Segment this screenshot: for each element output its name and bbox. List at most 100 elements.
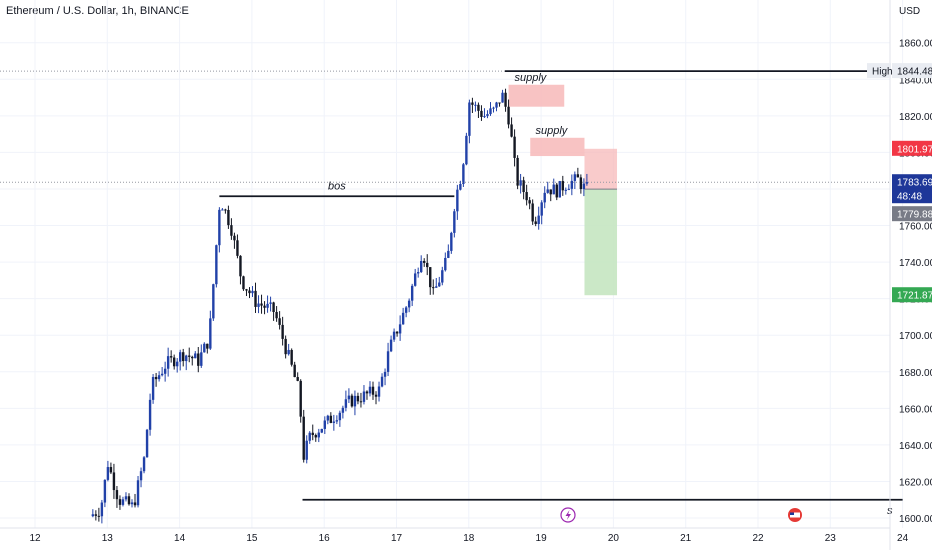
time-axis: 12 13 14 15 16 17 18 19 20 21 22 23 24 bbox=[0, 527, 909, 544]
candle-body bbox=[528, 200, 531, 204]
candle-body bbox=[203, 343, 206, 353]
candle-body bbox=[124, 496, 128, 500]
candle-body bbox=[558, 181, 561, 198]
chart-title: Ethereum / U.S. Dollar, 1h, BINANCE bbox=[6, 5, 189, 17]
candle-body bbox=[136, 480, 140, 506]
candle-body bbox=[564, 189, 568, 191]
candle-body bbox=[215, 245, 218, 285]
candle-body bbox=[407, 300, 411, 308]
price-tick-label: 1740.00 bbox=[899, 258, 932, 269]
candle-body bbox=[501, 92, 504, 103]
candle-body bbox=[401, 312, 405, 325]
price-tick-label: 1680.00 bbox=[899, 368, 932, 379]
last-price-tag: 1783.69 bbox=[897, 178, 932, 189]
candle-body bbox=[344, 399, 348, 408]
candle-body bbox=[420, 260, 423, 273]
candle-body bbox=[224, 209, 227, 211]
last-price-tag-bg bbox=[892, 174, 932, 190]
stop-loss-zone[interactable] bbox=[584, 148, 618, 190]
candle-body bbox=[109, 467, 113, 473]
candle-body bbox=[206, 343, 209, 349]
candle-body bbox=[266, 303, 269, 308]
candle-body bbox=[513, 136, 516, 158]
candle-body bbox=[197, 353, 200, 366]
time-tick-label: 15 bbox=[246, 533, 258, 544]
candle-body bbox=[172, 357, 176, 367]
candle-body bbox=[260, 303, 263, 306]
price-tick-label: 1860.00 bbox=[899, 39, 932, 50]
candle-body bbox=[432, 287, 435, 289]
supply-zone[interactable] bbox=[508, 84, 565, 107]
candle-body bbox=[359, 401, 363, 403]
candle-body bbox=[97, 515, 101, 517]
candle-body bbox=[465, 135, 468, 165]
price-tick-label: 1700.00 bbox=[899, 331, 932, 342]
candle-body bbox=[477, 104, 480, 111]
candle-body bbox=[115, 490, 119, 500]
countdown-price-tag-bg bbox=[892, 188, 932, 204]
price-tick-label: 1820.00 bbox=[899, 112, 932, 123]
candle-body bbox=[245, 289, 248, 291]
high-price-tag: 1844.48 bbox=[897, 67, 932, 78]
candle-body bbox=[103, 479, 107, 503]
candle-body bbox=[127, 496, 131, 505]
candle-body bbox=[483, 116, 486, 118]
candle-body bbox=[423, 260, 426, 263]
candle-body bbox=[338, 412, 342, 421]
drawing-lines bbox=[0, 70, 903, 501]
candle-body bbox=[567, 188, 571, 190]
candle-body bbox=[546, 189, 549, 193]
candle-body bbox=[410, 285, 414, 301]
candle-body bbox=[474, 104, 477, 106]
flag-stripes bbox=[790, 512, 800, 518]
candle-body bbox=[486, 114, 489, 117]
candle-body bbox=[371, 386, 375, 395]
candle-body bbox=[504, 92, 507, 107]
candle-body bbox=[148, 399, 152, 430]
candle-body bbox=[320, 428, 323, 433]
candle-body bbox=[492, 107, 495, 109]
candle-body bbox=[389, 339, 393, 352]
candle-body bbox=[395, 331, 399, 334]
candle-body bbox=[200, 352, 203, 366]
lightning-icon-glyph bbox=[565, 510, 571, 520]
high-label-bg bbox=[867, 63, 891, 79]
candle-body bbox=[100, 502, 104, 517]
candle-body bbox=[368, 386, 372, 394]
candle-body bbox=[145, 429, 149, 458]
time-tick-label: 18 bbox=[463, 533, 475, 544]
candle-body bbox=[314, 435, 317, 438]
price-tick-label: 1640.00 bbox=[899, 441, 932, 452]
candle-body bbox=[416, 272, 420, 274]
candle-body bbox=[257, 303, 260, 307]
time-tick-label: 23 bbox=[825, 533, 837, 544]
candle-body bbox=[480, 110, 483, 117]
candle-body bbox=[453, 211, 456, 233]
price-tick-label: 1620.00 bbox=[899, 477, 932, 488]
candle-body bbox=[537, 215, 540, 224]
candle-body bbox=[576, 174, 580, 178]
candle-body bbox=[498, 102, 501, 104]
candle-body bbox=[182, 352, 185, 362]
candle-body bbox=[347, 395, 351, 400]
candle-body bbox=[133, 502, 137, 506]
candle-body bbox=[341, 407, 345, 413]
candle-body bbox=[383, 371, 387, 377]
candle-body bbox=[157, 375, 161, 380]
candle-body bbox=[579, 177, 583, 190]
candle-body bbox=[468, 102, 471, 136]
candle-body bbox=[495, 102, 498, 108]
supply-zone[interactable] bbox=[530, 137, 585, 157]
candle-body bbox=[356, 395, 360, 402]
event-icons bbox=[560, 507, 802, 523]
candle-body bbox=[555, 184, 558, 198]
candle-body bbox=[94, 514, 98, 516]
high-price-tag-bg bbox=[892, 63, 932, 79]
candle-body bbox=[212, 284, 215, 319]
candle-body bbox=[413, 273, 417, 286]
candle-body bbox=[121, 499, 125, 505]
candle-body bbox=[429, 267, 432, 288]
take-profit-zone[interactable] bbox=[584, 189, 618, 296]
candle-body bbox=[471, 102, 474, 105]
